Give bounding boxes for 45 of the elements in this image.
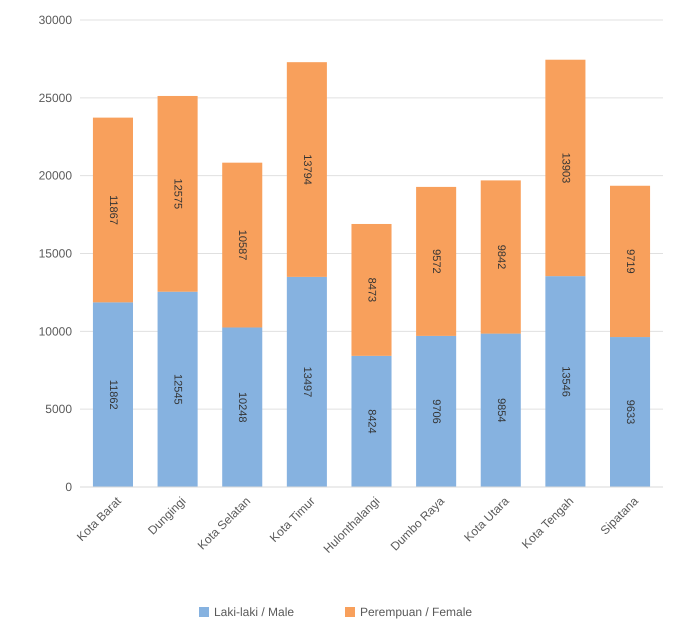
data-label: 9633 [624,400,636,424]
bar [416,186,456,336]
y-tick-label: 10000 [38,324,72,338]
bar [222,327,262,487]
data-label: 11862 [106,380,119,410]
y-tick-label: 25000 [38,90,72,105]
bar [158,292,198,487]
bar [286,276,327,487]
legend-label: Laki-laki / Male [214,605,294,619]
data-label: 9706 [430,399,442,424]
bar [480,180,521,334]
y-tick-label: 5000 [45,402,72,416]
data-label: 8473 [366,278,378,302]
data-label: 9572 [430,249,442,274]
bar [351,224,392,356]
bar [222,162,262,328]
bar [286,62,327,277]
data-label: 13546 [559,366,572,397]
data-label: 11867 [106,195,119,225]
y-tick-label: 0 [65,480,72,494]
data-label: 13497 [300,366,313,398]
bar [92,118,133,302]
bar [610,337,650,487]
data-label: 10248 [236,392,248,423]
data-label: 9719 [624,249,636,274]
data-label: 10587 [236,230,248,260]
bar [351,356,392,487]
y-tick-label: 15000 [38,246,72,260]
y-tick-label: 20000 [38,168,72,183]
bar [610,186,650,338]
bar [416,336,456,487]
data-label: 8424 [366,409,378,434]
legend-label: Perempuan / Female [360,605,472,619]
bar [158,96,198,292]
bar [545,60,586,276]
data-label: 13903 [559,152,572,184]
bar [545,276,586,487]
data-label: 9842 [494,244,507,270]
data-label: 9854 [494,398,507,423]
bar [480,334,521,487]
data-label: 12575 [172,178,184,210]
data-label: 12545 [172,374,184,405]
data-label: 13794 [300,154,313,185]
y-tick-label: 30000 [38,13,72,27]
bar [92,302,133,487]
